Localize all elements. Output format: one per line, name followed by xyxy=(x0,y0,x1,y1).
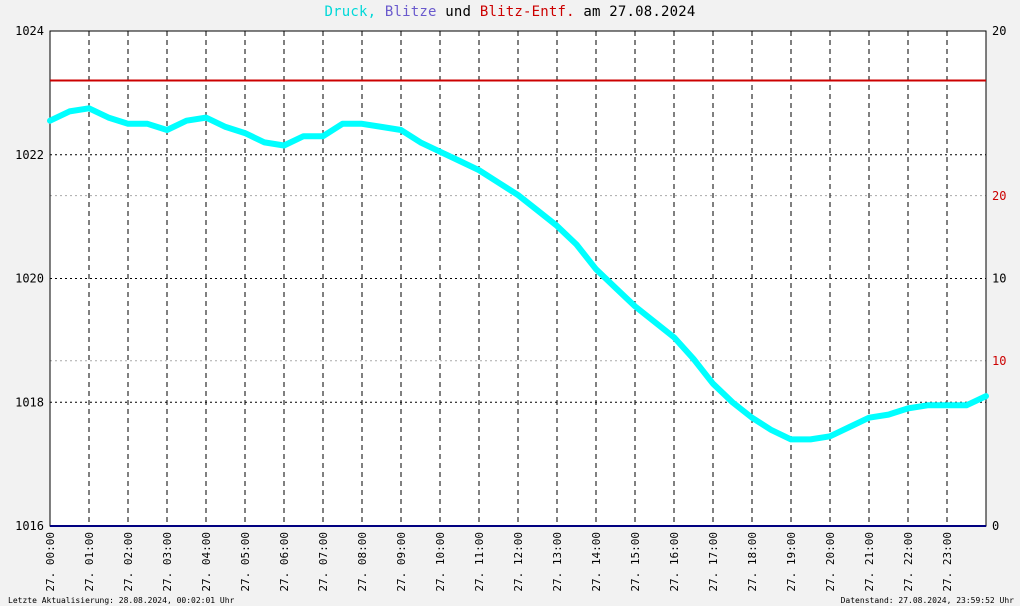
x-tick-label: 27. 12:00 xyxy=(512,532,525,592)
series-druck-point xyxy=(47,118,53,124)
series-druck-point xyxy=(574,241,579,247)
series-druck-point xyxy=(593,266,599,272)
series-druck-point xyxy=(418,139,423,145)
title-blitze: Blitze xyxy=(384,4,437,20)
series-druck-point xyxy=(340,121,345,127)
series-druck-point xyxy=(632,303,638,309)
x-tick-label: 27. 02:00 xyxy=(122,532,135,592)
series-druck-point xyxy=(262,139,267,145)
y-tick-label-left: 1020 xyxy=(15,272,44,286)
x-tick-label: 27. 22:00 xyxy=(902,532,915,592)
series-druck-point xyxy=(827,433,833,439)
series-druck-point xyxy=(749,415,755,421)
title-druck: Druck, xyxy=(324,4,377,20)
x-tick-label: 27. 08:00 xyxy=(356,532,369,592)
x-tick-label: 27. 13:00 xyxy=(551,532,564,592)
y-tick-label-right-red: 20 xyxy=(992,189,1006,203)
series-druck-point xyxy=(866,415,872,421)
series-druck-point xyxy=(223,124,228,130)
title-und: und xyxy=(445,4,472,20)
x-tick-label: 27. 17:00 xyxy=(707,532,720,592)
y-tick-label-left: 1018 xyxy=(15,395,44,409)
x-tick-label: 27. 20:00 xyxy=(824,532,837,592)
series-druck-point xyxy=(184,118,189,124)
series-druck-point xyxy=(320,133,326,139)
series-druck-point xyxy=(476,167,482,173)
series-druck-point xyxy=(301,133,306,139)
series-druck-point xyxy=(808,436,813,442)
series-druck-point xyxy=(515,192,521,198)
series-druck-point xyxy=(398,127,404,133)
series-druck-point xyxy=(203,115,209,121)
title-blitz-entf: Blitz-Entf. xyxy=(479,4,575,20)
footer-last-update: Letzte Aktualisierung: 28.08.2024, 00:02… xyxy=(8,596,235,605)
series-druck-point xyxy=(359,121,365,127)
series-druck-point xyxy=(496,180,501,186)
x-tick-label: 27. 00:00 xyxy=(44,532,57,592)
series-druck-point xyxy=(535,207,540,213)
series-druck-point xyxy=(730,399,735,405)
x-tick-label: 27. 01:00 xyxy=(83,532,96,592)
series-druck-point xyxy=(710,381,716,387)
series-druck-point xyxy=(145,121,150,127)
series-druck-point xyxy=(281,142,287,148)
series-druck-point xyxy=(86,105,92,111)
x-tick-label: 27. 04:00 xyxy=(200,532,213,592)
x-tick-label: 27. 09:00 xyxy=(395,532,408,592)
x-tick-label: 27. 15:00 xyxy=(629,532,642,592)
x-tick-label: 27. 16:00 xyxy=(668,532,681,592)
y-tick-label-right: 10 xyxy=(992,272,1006,286)
series-druck-point xyxy=(613,285,618,291)
x-tick-label: 27. 03:00 xyxy=(161,532,174,592)
series-druck-point xyxy=(769,427,774,433)
x-tick-label: 27. 11:00 xyxy=(473,532,486,592)
series-druck-point xyxy=(125,121,131,127)
x-tick-label: 27. 10:00 xyxy=(434,532,447,592)
series-druck-point xyxy=(925,402,930,408)
footer-data-state: Datenstand: 27.08.2024, 23:59:52 Uhr xyxy=(840,596,1014,605)
series-druck-point xyxy=(691,356,696,362)
series-druck-point xyxy=(671,334,677,340)
y-tick-label-left: 1022 xyxy=(15,148,44,162)
y-tick-label-left: 1024 xyxy=(15,24,44,38)
x-tick-label: 27. 21:00 xyxy=(863,532,876,592)
x-tick-label: 27. 23:00 xyxy=(941,532,954,592)
x-tick-label: 27. 19:00 xyxy=(785,532,798,592)
x-tick-label: 27. 06:00 xyxy=(278,532,291,592)
series-druck-point xyxy=(164,127,170,133)
x-tick-label: 27. 05:00 xyxy=(239,532,252,592)
y-tick-label-right-red: 10 xyxy=(992,354,1006,368)
series-druck-point xyxy=(457,158,462,164)
x-tick-label: 27. 18:00 xyxy=(746,532,759,592)
series-druck-point xyxy=(106,115,111,121)
series-druck-point xyxy=(983,393,989,399)
x-tick-label: 27. 14:00 xyxy=(590,532,603,592)
chart-title: Druck, Blitze und Blitz-Entf. am 27.08.2… xyxy=(0,4,1020,20)
series-druck-point xyxy=(905,405,911,411)
series-druck-point xyxy=(788,436,794,442)
series-druck-point xyxy=(944,402,950,408)
series-druck-point xyxy=(652,319,657,325)
series-druck-point xyxy=(847,424,852,430)
series-druck-point xyxy=(964,402,969,408)
y-tick-label-right: 0 xyxy=(992,519,999,533)
y-tick-label-right: 20 xyxy=(992,24,1006,38)
y-tick-label-left: 1016 xyxy=(15,519,44,533)
x-tick-label: 27. 07:00 xyxy=(317,532,330,592)
series-druck-point xyxy=(379,124,384,130)
title-date: am 27.08.2024 xyxy=(583,4,696,20)
series-druck-point xyxy=(67,108,72,114)
series-druck-point xyxy=(886,412,891,418)
series-druck-point xyxy=(437,149,443,155)
series-druck-point xyxy=(554,223,560,229)
series-druck-point xyxy=(242,130,248,136)
